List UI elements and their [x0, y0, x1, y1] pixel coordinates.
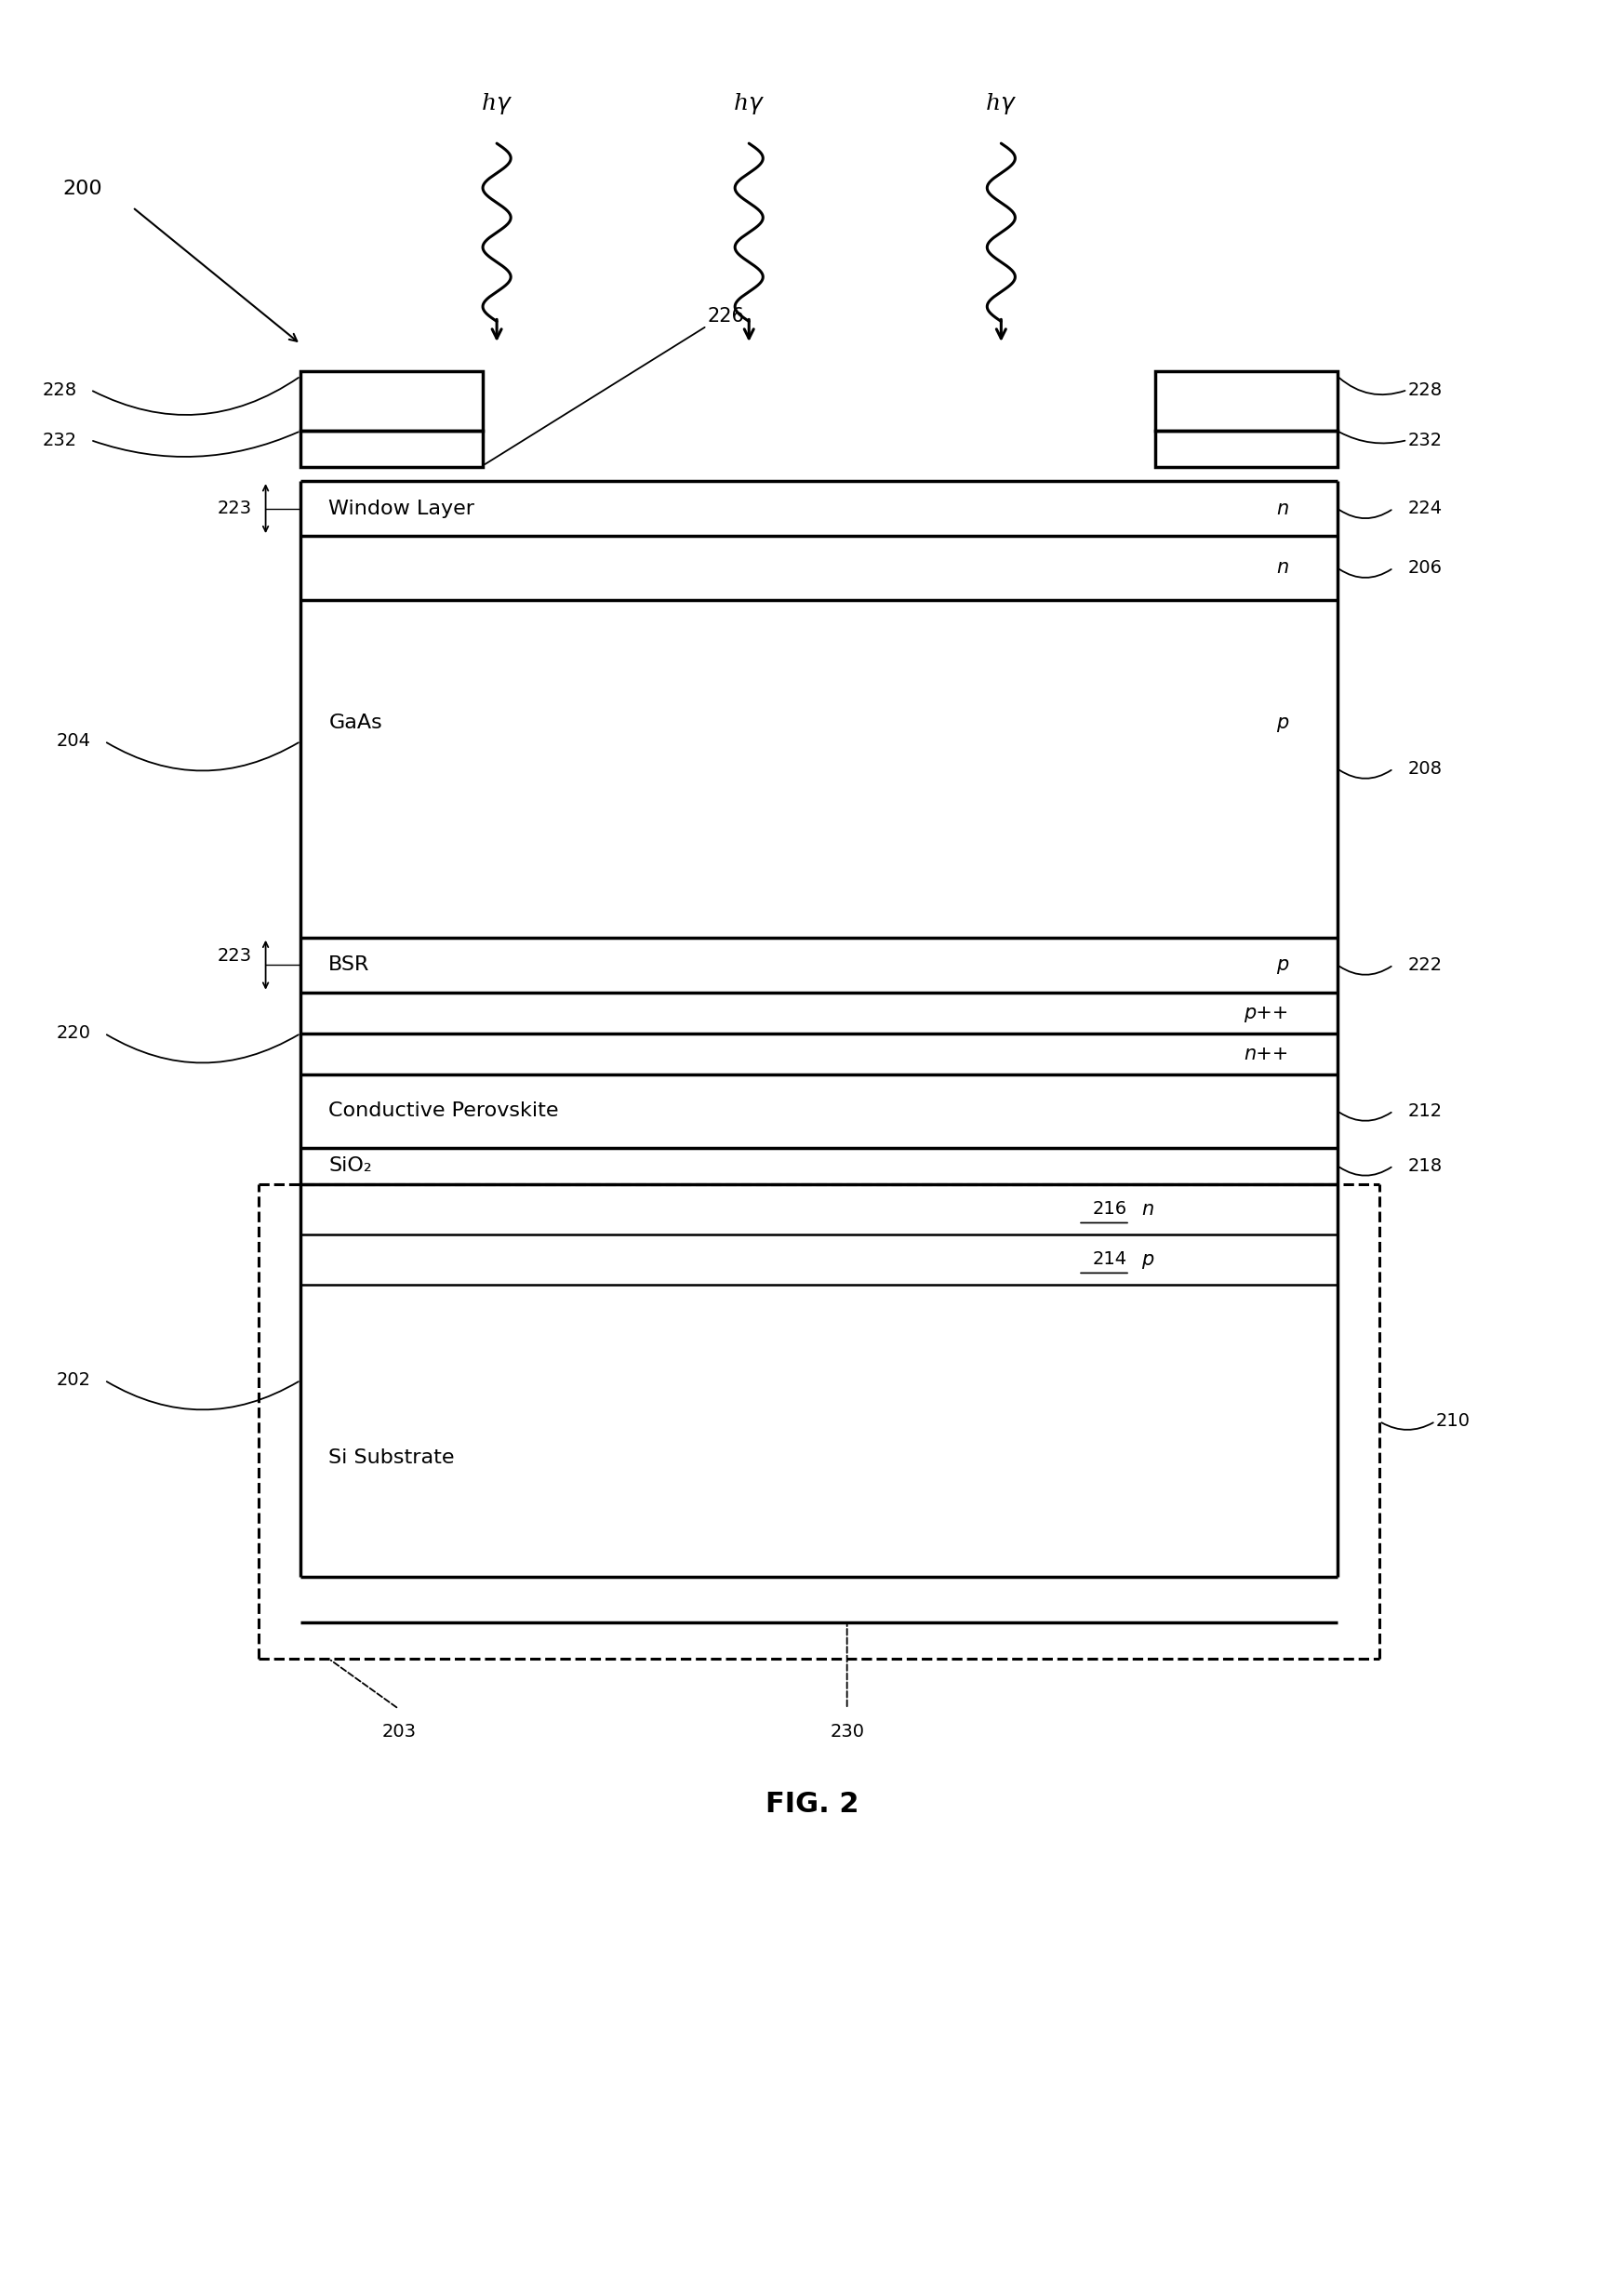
Text: 212: 212 [1408, 1102, 1442, 1120]
Text: SiO₂: SiO₂ [328, 1157, 372, 1175]
Text: p: p [1276, 714, 1288, 732]
Text: 204: 204 [57, 732, 91, 750]
Text: 232: 232 [1408, 431, 1442, 450]
Text: 223: 223 [218, 948, 252, 964]
Text: 228: 228 [42, 381, 76, 399]
Text: 206: 206 [1408, 560, 1442, 576]
Text: 220: 220 [57, 1024, 91, 1042]
Text: Si Substrate: Si Substrate [328, 1448, 455, 1467]
Text: 203: 203 [382, 1724, 416, 1740]
Text: h$\gamma$: h$\gamma$ [986, 92, 1017, 117]
Text: Window Layer: Window Layer [328, 500, 474, 519]
Text: GaAs: GaAs [328, 714, 382, 732]
Text: p: p [1276, 955, 1288, 975]
Text: BSR: BSR [328, 955, 370, 975]
Text: 218: 218 [1408, 1157, 1442, 1175]
Text: h$\gamma$: h$\gamma$ [732, 92, 765, 117]
Text: 230: 230 [830, 1724, 864, 1740]
Text: 226: 226 [706, 308, 744, 326]
Text: 224: 224 [1408, 500, 1442, 516]
Text: n++: n++ [1244, 1044, 1288, 1063]
Text: FIG. 2: FIG. 2 [765, 1792, 859, 1818]
Text: h$\gamma$: h$\gamma$ [481, 92, 513, 117]
Text: p++: p++ [1244, 1003, 1288, 1021]
Text: n: n [1276, 558, 1288, 576]
Text: 200: 200 [62, 179, 102, 197]
Text: 202: 202 [57, 1372, 91, 1388]
Text: 216: 216 [1093, 1200, 1127, 1219]
Text: 214: 214 [1093, 1251, 1127, 1269]
Text: Conductive Perovskite: Conductive Perovskite [328, 1102, 559, 1120]
Text: 222: 222 [1408, 957, 1442, 973]
Text: n: n [1142, 1200, 1153, 1219]
Text: 208: 208 [1408, 760, 1442, 778]
Text: 232: 232 [42, 431, 76, 450]
Text: 223: 223 [218, 500, 252, 516]
Text: p: p [1142, 1251, 1153, 1269]
Text: n: n [1276, 500, 1288, 519]
Text: 228: 228 [1408, 381, 1442, 399]
Text: 210: 210 [1436, 1411, 1470, 1430]
